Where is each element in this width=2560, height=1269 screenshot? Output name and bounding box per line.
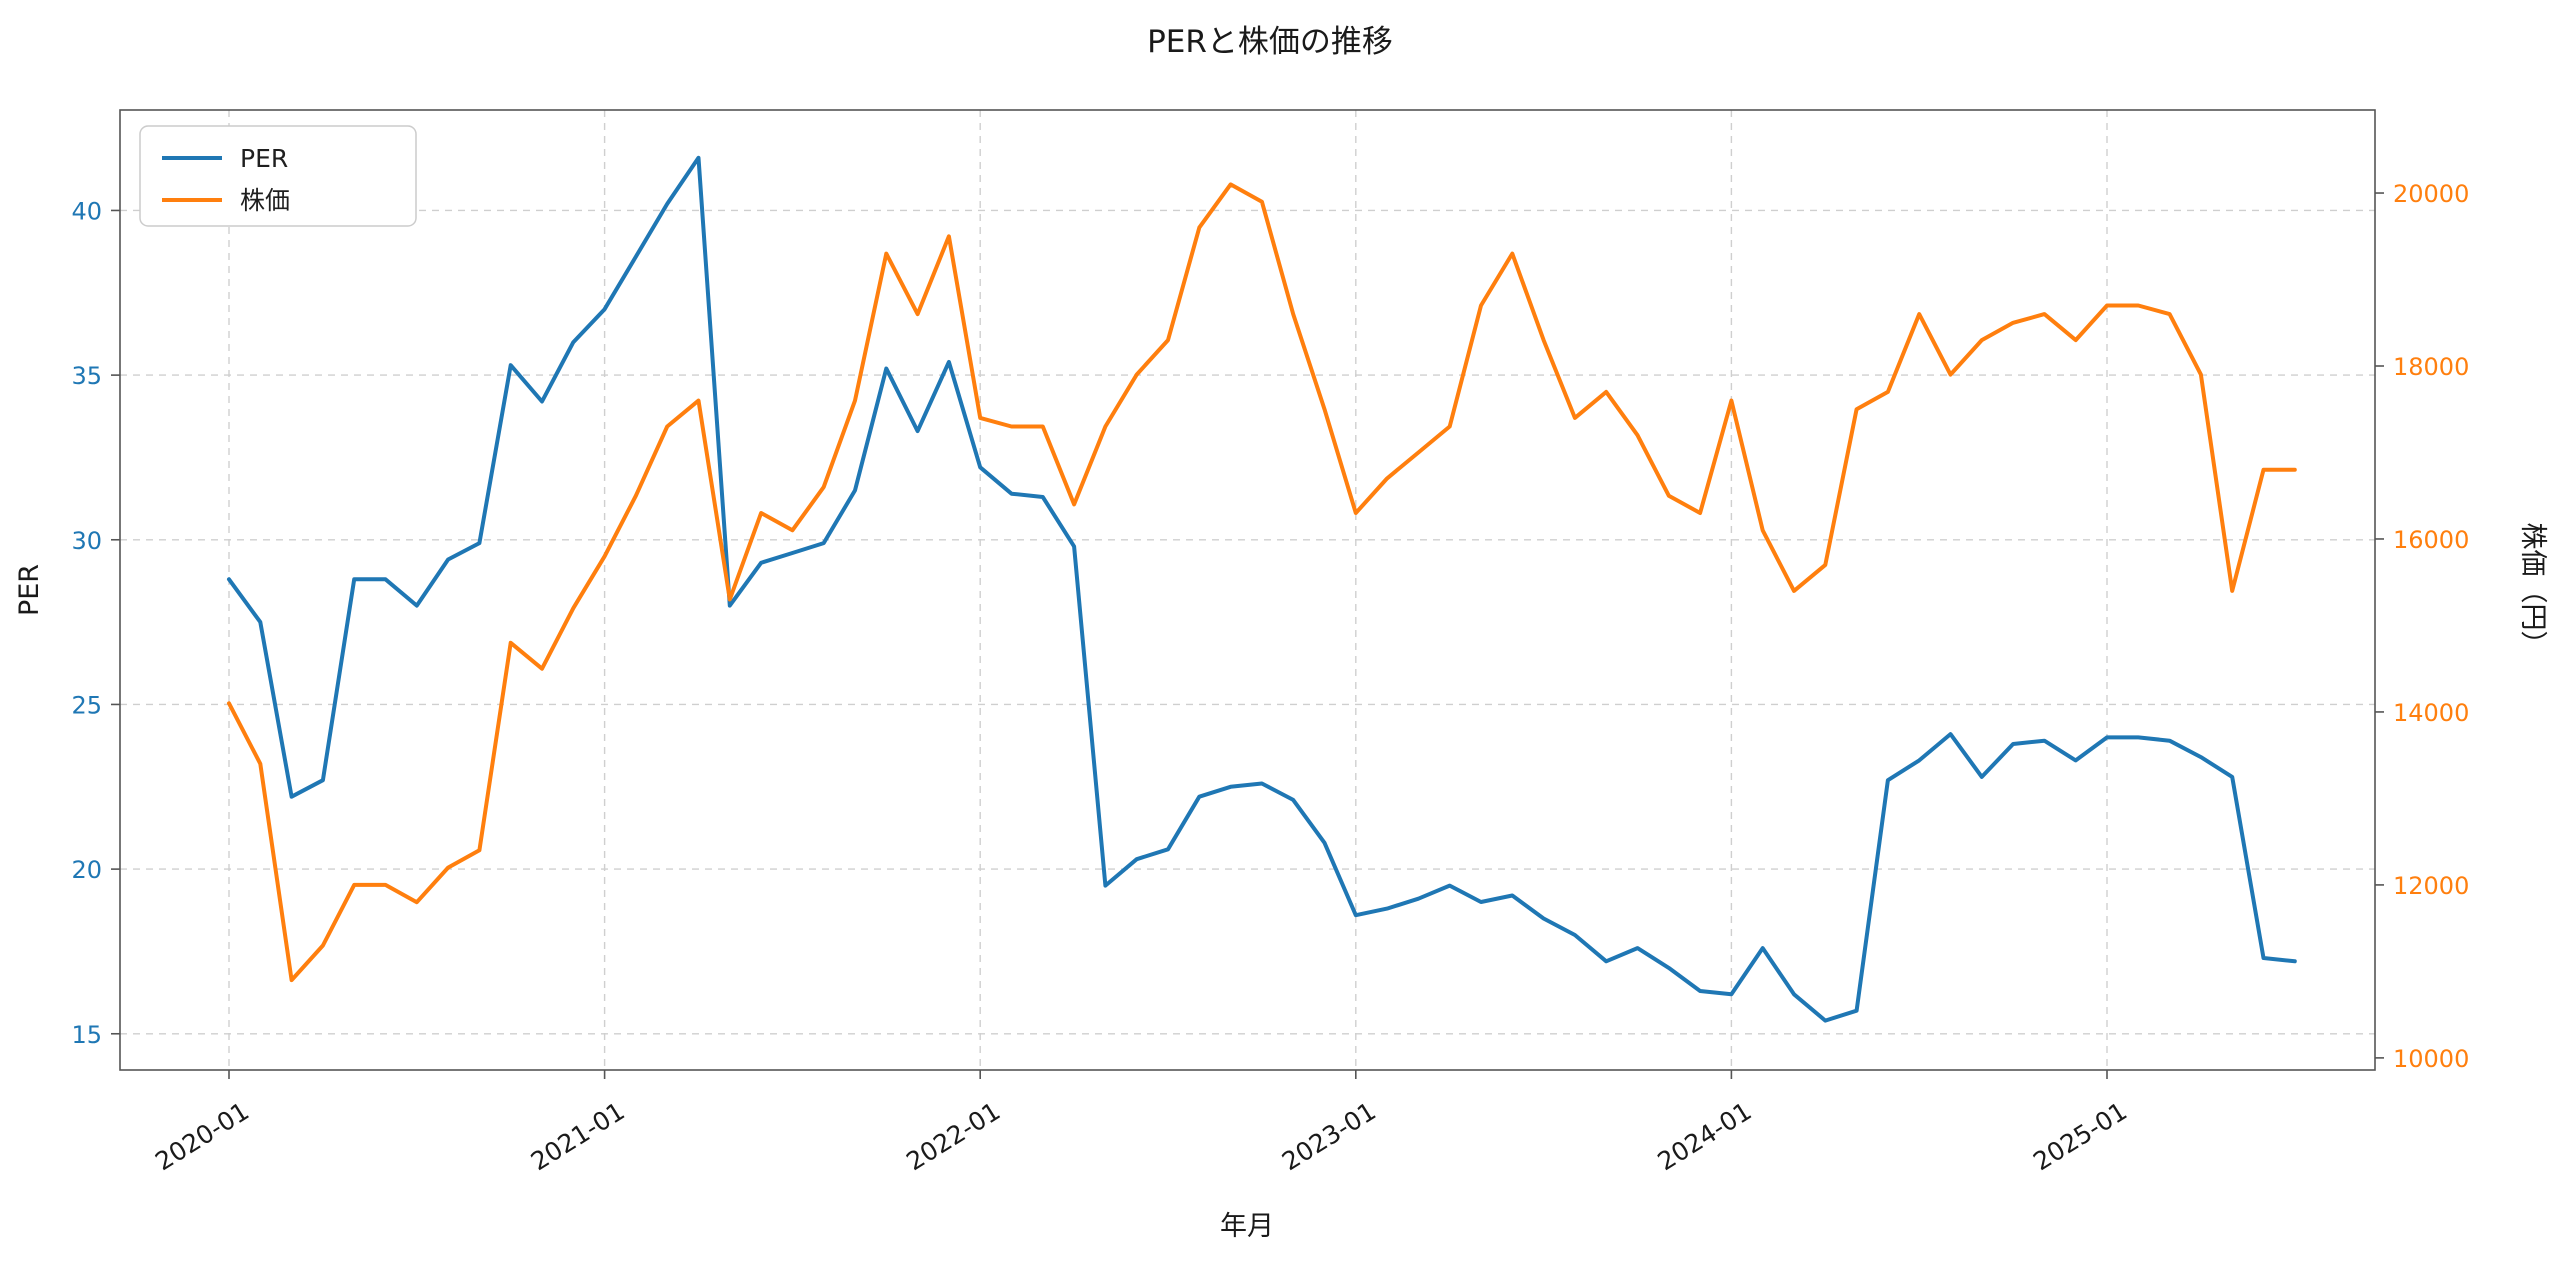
right-tick-label: 20000 bbox=[2393, 180, 2469, 208]
series-line-kabuka bbox=[227, 182, 2297, 983]
series-layer bbox=[227, 155, 2297, 1023]
left-tick-label: 20 bbox=[71, 856, 102, 884]
right-tick-label: 16000 bbox=[2393, 526, 2469, 554]
left-tick-label: 40 bbox=[71, 197, 102, 225]
right-tick-label: 18000 bbox=[2393, 353, 2469, 381]
right-tick-label: 12000 bbox=[2393, 872, 2469, 900]
y-axis-label-left: PER bbox=[14, 564, 45, 616]
legend: PER 株価 bbox=[139, 125, 417, 227]
x-axis-label: 年月 bbox=[1220, 1211, 1274, 1242]
legend-label-per: PER bbox=[240, 144, 288, 173]
left-tick-label: 15 bbox=[71, 1021, 102, 1049]
chart-title: PERと株価の推移 bbox=[1147, 24, 1393, 60]
left-tick-label: 35 bbox=[71, 362, 102, 390]
series-line-per bbox=[227, 155, 2297, 1023]
y-axis-label-right: 株価（円） bbox=[2517, 523, 2548, 658]
right-tick-label: 10000 bbox=[2393, 1045, 2469, 1073]
left-tick-label: 25 bbox=[71, 691, 102, 719]
left-tick-label: 30 bbox=[71, 527, 102, 555]
plot-border bbox=[119, 109, 2376, 1071]
legend-label-kabuka: 株価 bbox=[240, 186, 290, 215]
grid-layer bbox=[120, 110, 2375, 1070]
right-tick-label: 14000 bbox=[2393, 699, 2469, 727]
